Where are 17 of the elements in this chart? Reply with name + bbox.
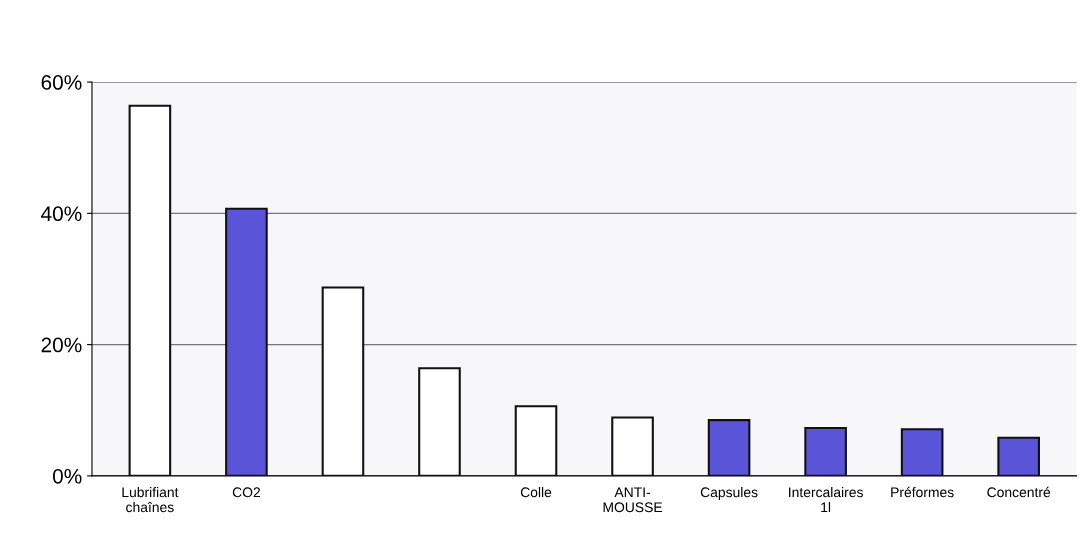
x-tick-label: CO2 bbox=[232, 487, 260, 498]
bar bbox=[997, 436, 1040, 476]
x-tick-label: Capsules bbox=[700, 487, 758, 500]
y-tick-label: 60% bbox=[41, 75, 82, 90]
bar bbox=[707, 419, 751, 476]
y-tick-label: 20% bbox=[41, 337, 82, 353]
bar bbox=[804, 426, 847, 476]
x-tick-label: Colle bbox=[520, 487, 552, 498]
bar bbox=[900, 428, 944, 476]
x-tick-label: Lubrifiant chaînes bbox=[122, 487, 179, 513]
y-tick-label: 40% bbox=[41, 206, 82, 222]
x-tick-label: Intercalaires 1l bbox=[789, 487, 863, 513]
y-tick-label: 0% bbox=[52, 468, 82, 484]
bar bbox=[225, 207, 268, 476]
x-tick-label: Concentré bbox=[987, 486, 1051, 498]
x-tick-label: Préformes bbox=[891, 486, 954, 498]
x-tick-label: ANTI- MOUSSE bbox=[603, 487, 663, 513]
